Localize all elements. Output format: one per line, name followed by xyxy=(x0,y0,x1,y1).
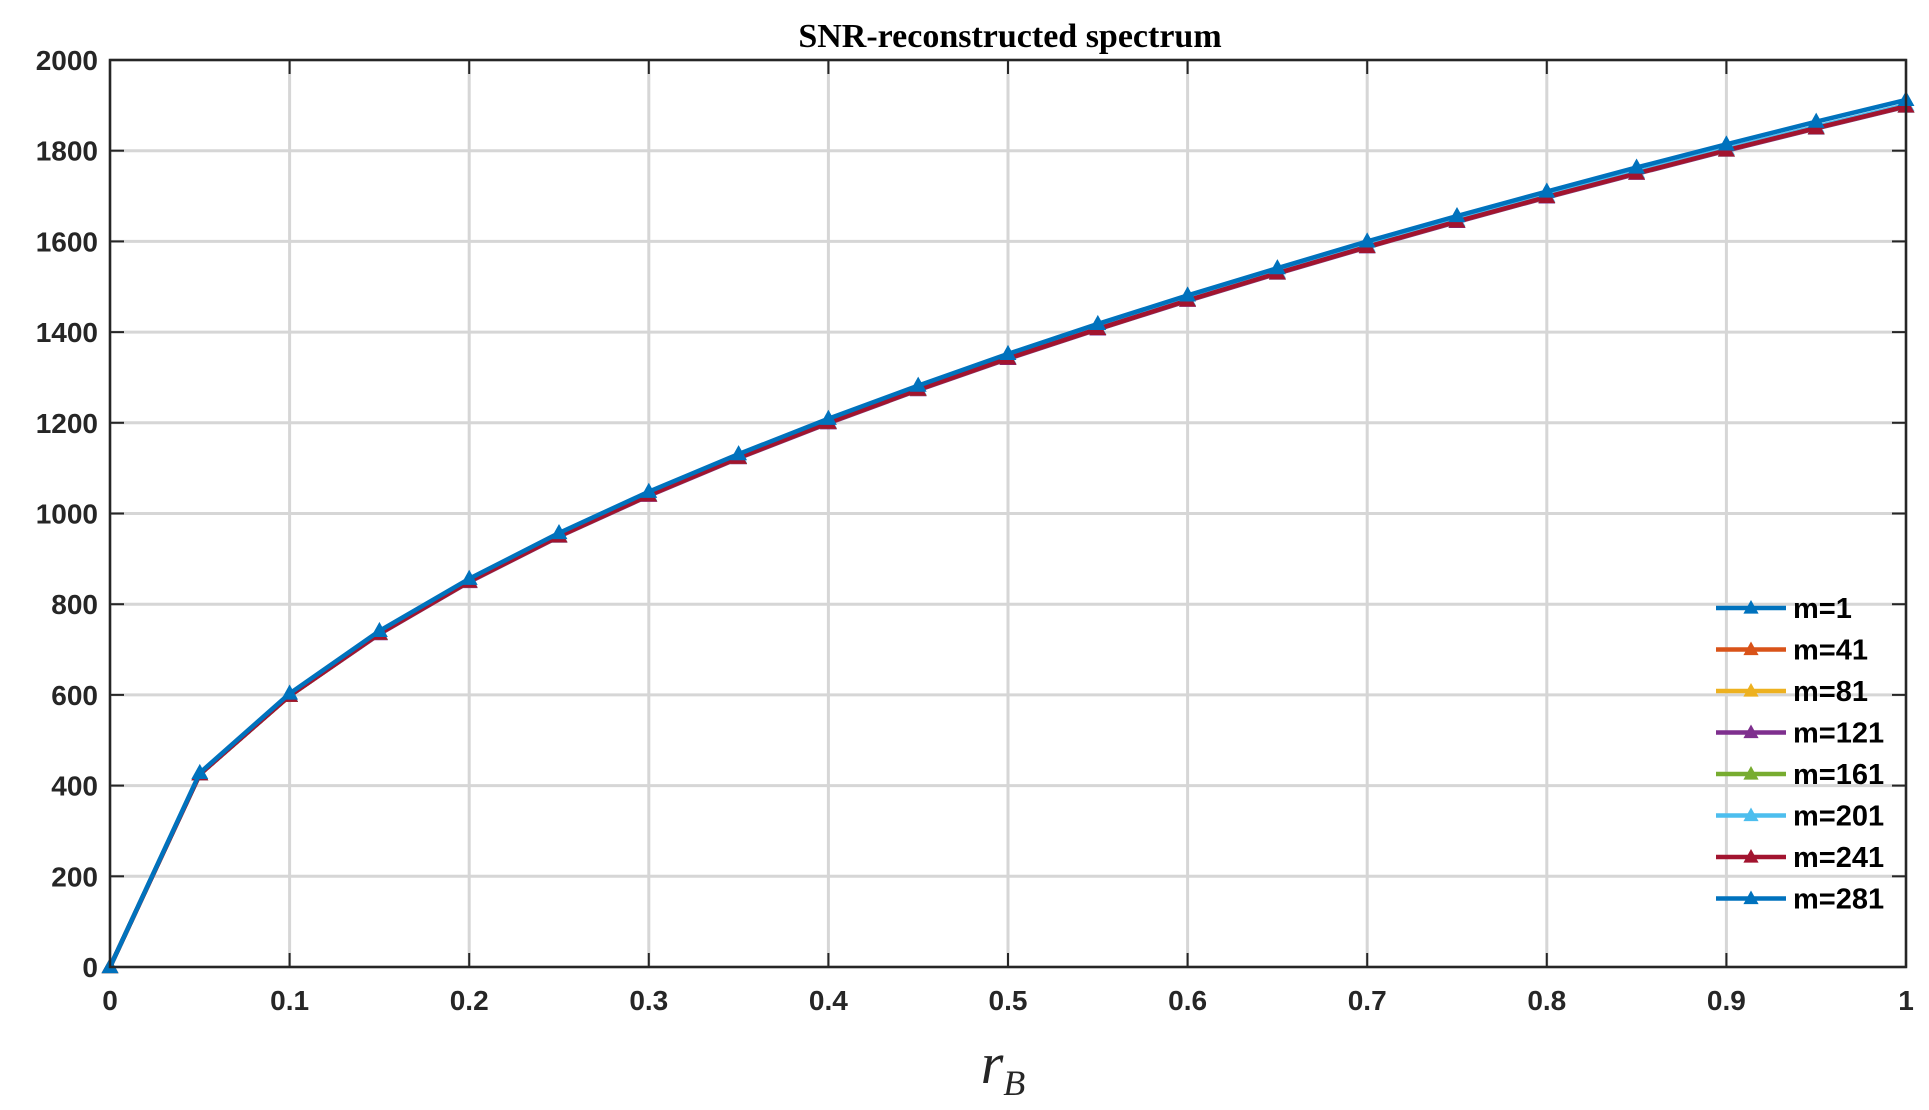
axis-ticks: 0 0.1 0.2 0.3 0.4 0.5 0.6 0.7 0.8 0.9 1 0 200 400 600 8… xyxy=(36,45,1914,1016)
data-point-marker xyxy=(640,482,658,498)
x-axis-label: rB xyxy=(981,1031,1026,1103)
legend-entry: m=201 xyxy=(1716,801,1884,833)
data-point-marker xyxy=(999,344,1017,360)
legend-swatch-marker xyxy=(1743,766,1759,780)
legend-label: m=81 xyxy=(1793,676,1868,708)
plot-series xyxy=(101,90,1915,974)
legend-swatch-marker xyxy=(1743,890,1759,905)
legend-swatch-marker xyxy=(1743,807,1759,822)
legend-label: m=41 xyxy=(1793,635,1868,667)
y-tick-label: 400 xyxy=(51,771,98,802)
data-point-marker xyxy=(1358,232,1376,248)
x-tick-label: 0.7 xyxy=(1348,985,1387,1016)
legend-entry: m=161 xyxy=(1716,759,1884,791)
legend-label: m=1 xyxy=(1793,593,1852,625)
y-tick-label: 1600 xyxy=(36,226,98,257)
x-tick-label: 0.5 xyxy=(989,985,1028,1016)
data-point-marker xyxy=(819,409,837,425)
y-tick-label: 1400 xyxy=(36,317,98,348)
data-point-marker xyxy=(1538,182,1556,198)
legend: m=1 m=41 m=81 m=121 m=161 m=201 m=241 m=281 xyxy=(1716,593,1884,916)
data-point-marker xyxy=(1268,259,1286,275)
x-tick-label: 0 xyxy=(102,985,118,1016)
legend-swatch-marker xyxy=(1743,724,1759,739)
x-axis-label-subscript: B xyxy=(1003,1063,1025,1103)
data-point-marker xyxy=(281,684,299,700)
x-tick-label: 0.9 xyxy=(1707,985,1746,1016)
x-tick-label: 0.3 xyxy=(629,985,668,1016)
data-point-marker xyxy=(460,569,478,585)
y-tick-label: 1800 xyxy=(36,136,98,167)
legend-entry: m=121 xyxy=(1716,718,1884,750)
x-axis-label-main: r xyxy=(981,1031,1004,1096)
series-m-281 xyxy=(101,90,1915,974)
legend-swatch-marker xyxy=(1743,641,1759,656)
x-tick-label: 0.1 xyxy=(270,985,309,1016)
data-point-marker xyxy=(1089,314,1107,331)
y-tick-label: 1200 xyxy=(36,408,98,439)
x-tick-label: 0.2 xyxy=(450,985,489,1016)
legend-label: m=241 xyxy=(1793,842,1884,874)
legend-entry: m=1 xyxy=(1716,593,1852,625)
y-tick-label: 600 xyxy=(51,680,98,711)
legend-label: m=281 xyxy=(1793,884,1884,916)
x-tick-label: 0.4 xyxy=(809,985,848,1016)
y-tick-label: 1000 xyxy=(36,499,98,530)
data-point-marker xyxy=(370,621,388,638)
legend-swatch-marker xyxy=(1743,600,1759,614)
data-point-marker xyxy=(1717,135,1735,151)
legend-swatch-marker xyxy=(1743,683,1759,697)
legend-label: m=161 xyxy=(1793,759,1884,791)
y-tick-label: 800 xyxy=(51,589,98,620)
data-point-marker xyxy=(909,376,927,392)
legend-swatch-marker xyxy=(1743,849,1759,863)
data-point-marker xyxy=(191,763,209,780)
y-tick-label: 200 xyxy=(51,861,98,892)
data-point-marker xyxy=(1179,286,1197,302)
x-tick-label: 0.6 xyxy=(1168,985,1207,1016)
legend-label: m=121 xyxy=(1793,718,1884,750)
legend-entry: m=281 xyxy=(1716,884,1884,916)
legend-entry: m=241 xyxy=(1716,842,1884,874)
data-point-marker xyxy=(1628,158,1646,174)
data-point-marker xyxy=(1807,112,1825,128)
chart-title: SNR-reconstructed spectrum xyxy=(798,18,1221,55)
legend-label: m=201 xyxy=(1793,801,1884,833)
y-tick-label: 0 xyxy=(82,952,98,983)
x-tick-label: 0.8 xyxy=(1527,985,1566,1016)
data-point-marker xyxy=(550,523,568,540)
legend-entry: m=81 xyxy=(1716,676,1868,708)
data-point-marker xyxy=(1448,206,1466,223)
legend-entry: m=41 xyxy=(1716,635,1868,667)
y-tick-label: 2000 xyxy=(36,45,98,76)
x-tick-label: 1 xyxy=(1898,985,1914,1016)
data-point-marker xyxy=(730,445,748,461)
